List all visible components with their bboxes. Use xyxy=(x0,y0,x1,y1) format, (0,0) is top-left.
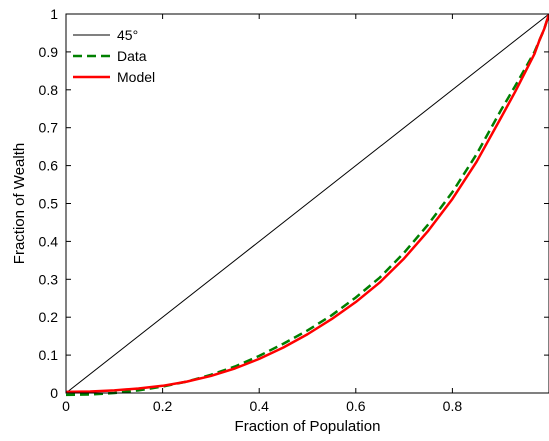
x-tick-label: 0.6 xyxy=(346,398,366,414)
plot-frame xyxy=(65,13,549,394)
y-tick-label: 0.2 xyxy=(39,309,59,325)
legend-label-model: Model xyxy=(117,69,155,85)
y-tick-label: 0.9 xyxy=(39,44,59,60)
tick-labels: 0 0.2 0.4 0.6 0.8 0 0.1 0.2 0.3 0.4 0.5 0.6 0.7 0.8 0.… xyxy=(39,6,463,414)
x-tick-label: 0.4 xyxy=(249,398,269,414)
y-tick-label: 1 xyxy=(50,6,58,22)
x-tick-label: 0 xyxy=(62,398,70,414)
series-line-45 xyxy=(65,13,549,394)
series-layer xyxy=(65,13,549,397)
y-tick-label: 0.4 xyxy=(39,233,59,249)
x-tick-label: 0.8 xyxy=(443,398,463,414)
y-tick-label: 0.3 xyxy=(39,271,59,287)
y-tick-label: 0.6 xyxy=(39,158,59,174)
y-tick-label: 0.8 xyxy=(39,82,59,98)
y-tick-label: 0.5 xyxy=(39,196,59,212)
x-axis-label: Fraction of Population xyxy=(235,418,381,435)
series-line-data xyxy=(65,13,549,397)
y-axis-label: Fraction of Wealth xyxy=(11,143,28,264)
legend-label-data: Data xyxy=(117,48,147,64)
y-tick-label: 0.7 xyxy=(39,120,59,136)
legend-label-45: 45° xyxy=(117,27,138,43)
y-tick-label: 0.1 xyxy=(39,347,59,363)
series-line-model xyxy=(65,13,549,394)
x-tick-label: 0.2 xyxy=(153,398,173,414)
legend: 45° Data Model xyxy=(73,27,155,85)
y-tick-label: 0 xyxy=(50,385,58,401)
